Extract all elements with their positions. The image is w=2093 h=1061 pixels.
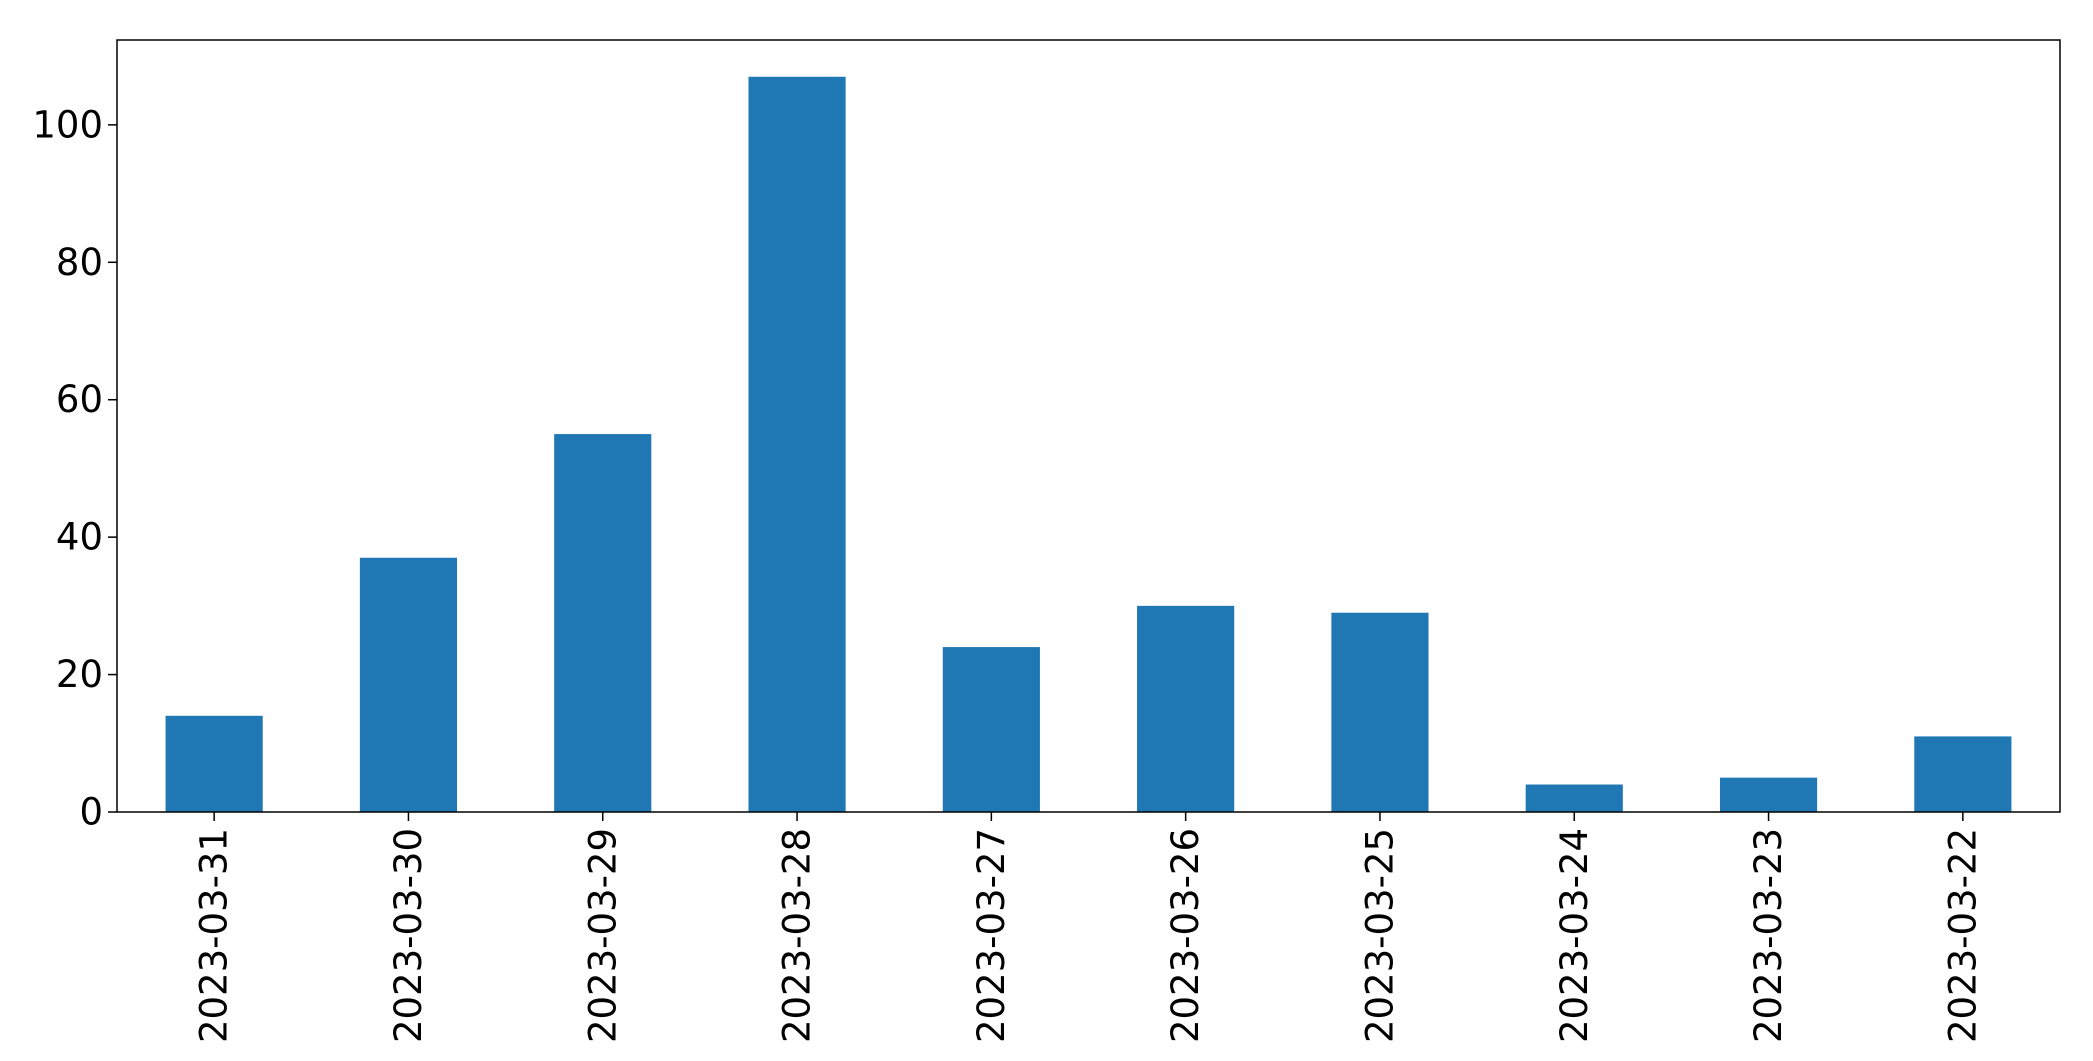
bar-2023-03-26 [1137,605,1235,812]
x-axis: 2023-03-31 2023-03-30 2023-03-29 2023-03-28… [193,812,1984,1043]
plot-frame [116,39,2061,813]
x-tick-label: 2023-03-28 [776,828,819,1043]
x-tick-label: 2023-03-24 [1553,828,1596,1043]
x-tick-label: 2023-03-23 [1747,828,1790,1043]
bar-2023-03-28 [748,76,846,812]
x-tick-label: 2023-03-27 [970,828,1013,1043]
bar-2023-03-31 [165,715,263,812]
y-tick-label: 80 [56,241,103,284]
x-tick-label: 2023-03-25 [1358,828,1401,1043]
bars-group [165,76,2012,812]
bar-2023-03-30 [359,557,458,812]
x-tick-label: 2023-03-22 [1941,828,1984,1043]
y-tick-label: 0 [79,791,103,834]
bar-2023-03-24 [1525,784,1623,812]
y-tick-label: 20 [56,653,103,696]
bar-2023-03-22 [1914,736,2012,812]
x-tick-label: 2023-03-30 [387,828,430,1043]
y-axis: 0 20 40 60 80 100 [32,103,117,834]
x-tick-label: 2023-03-31 [193,828,236,1043]
x-tick-label: 2023-03-26 [1164,828,1207,1043]
y-tick-label: 100 [32,103,103,146]
x-tick-label: 2023-03-29 [581,828,624,1043]
y-tick-label: 40 [56,516,103,559]
bar-2023-03-25 [1331,612,1429,812]
bar-2023-03-23 [1719,777,1818,812]
bar-2023-03-27 [942,647,1040,812]
y-tick-label: 60 [56,378,103,421]
bar-2023-03-29 [554,434,652,812]
